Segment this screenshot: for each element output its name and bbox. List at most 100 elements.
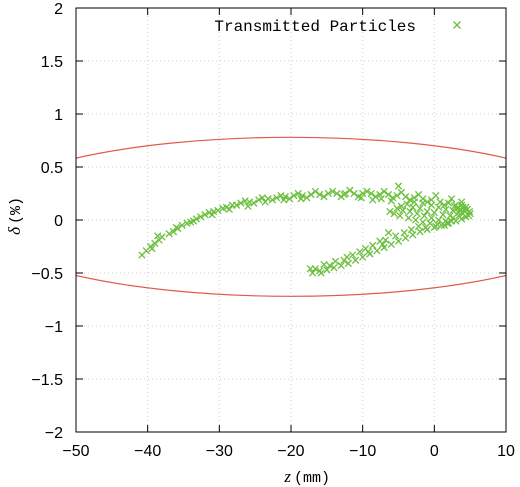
particle-point (232, 201, 241, 209)
particle-point (379, 240, 387, 249)
particle-point (406, 207, 414, 216)
particle-point (158, 233, 166, 241)
particle-point (277, 191, 285, 200)
particle-point (445, 199, 453, 207)
particle-point (285, 195, 294, 203)
y-tick-label: −1.5 (31, 372, 63, 389)
particle-point (333, 189, 341, 198)
particle-point (142, 247, 150, 255)
particle-point (350, 189, 358, 198)
particle-point (367, 189, 375, 198)
particle-point (346, 186, 354, 194)
particle-point (387, 240, 395, 249)
particle-point (244, 202, 252, 210)
legend-label: Transmitted Particles (214, 18, 416, 36)
particle-point (427, 201, 436, 209)
y-tick-label: 2 (54, 1, 63, 18)
particle-point (151, 239, 159, 247)
particle-point (297, 195, 305, 203)
particle-point (427, 214, 436, 222)
particle-point (407, 225, 416, 234)
particle-point (373, 247, 381, 255)
y-tick-label: 0 (54, 213, 63, 230)
particle-point (356, 248, 364, 256)
particle-point (393, 204, 401, 212)
x-axis-symbol: z (283, 467, 291, 486)
particle-point (255, 196, 263, 204)
particle-point (340, 190, 348, 199)
legend-marker-icon (453, 21, 461, 29)
particle-point (446, 212, 454, 220)
particle-point (457, 201, 466, 209)
x-axis-unit: (mm) (294, 470, 330, 487)
particle-point (414, 190, 423, 199)
particle-point (320, 193, 328, 201)
particle-point (357, 194, 365, 202)
particle-point (436, 198, 444, 206)
particle-point (294, 189, 302, 198)
particle-point (416, 228, 424, 236)
particle-point (241, 197, 249, 205)
particle-point (328, 187, 337, 196)
particle-point (412, 216, 420, 224)
particle-point (280, 196, 288, 204)
particle-point (331, 257, 340, 265)
particle-point (394, 237, 403, 245)
particle-point (306, 265, 315, 273)
particle-point (402, 234, 410, 242)
particle-point (376, 190, 384, 199)
particle-point (303, 194, 311, 202)
particle-point (225, 205, 234, 214)
particle-point (250, 199, 258, 207)
particle-point (434, 216, 443, 224)
x-tick-label: −10 (349, 443, 376, 460)
particle-point (404, 214, 413, 222)
particle-point (419, 199, 427, 207)
particle-point (369, 241, 377, 250)
particle-point (316, 190, 324, 199)
particle-point (377, 195, 385, 203)
particle-point (397, 188, 406, 197)
particle-point (317, 269, 325, 277)
acceptance-boundary (76, 136, 506, 297)
particle-point (323, 266, 331, 274)
particle-point (394, 182, 403, 190)
y-tick-label: −0.5 (31, 266, 63, 283)
x-tick-label: −50 (62, 443, 89, 460)
particle-point (201, 211, 209, 219)
particle-point (208, 211, 216, 219)
particle-point (432, 222, 440, 231)
particle-point (416, 204, 424, 212)
particle-point (337, 261, 345, 270)
particle-point (165, 230, 173, 238)
particle-point (442, 205, 450, 214)
particle-point (386, 207, 394, 216)
particle-point (397, 202, 406, 210)
particle-point (391, 232, 400, 240)
x-tick-label: −20 (277, 443, 304, 460)
y-tick-label: 1.5 (41, 54, 63, 71)
particle-point (406, 196, 414, 204)
particle-point (326, 261, 334, 270)
particle-point (447, 195, 456, 203)
y-tick-label: 1 (54, 107, 63, 124)
boundary-ellipse (76, 136, 506, 297)
particle-point (423, 198, 431, 206)
particle-point (369, 196, 377, 204)
particle-point (447, 217, 456, 225)
particle-point (430, 208, 438, 217)
particle-point (311, 187, 320, 196)
particle-point (450, 202, 459, 210)
particle-point (390, 209, 398, 218)
particle-point (384, 229, 393, 237)
particle-point (440, 201, 449, 209)
particle-point (413, 209, 421, 218)
x-tick-labels: −50 −40 −30 −20 −10 0 10 (62, 443, 515, 460)
y-tick-label: −2 (45, 425, 63, 442)
particle-point (400, 229, 408, 237)
particle-point (393, 191, 401, 200)
y-axis-unit: (%) (8, 197, 25, 224)
particles-series (138, 182, 474, 277)
particle-point (399, 206, 407, 215)
